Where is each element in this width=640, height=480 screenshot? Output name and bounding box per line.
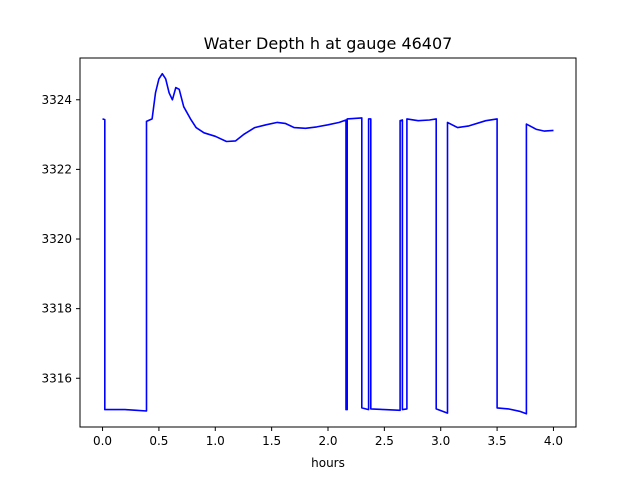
x-tick-label: 2.0 bbox=[318, 434, 337, 448]
y-tick-label: 3318 bbox=[41, 302, 72, 316]
x-axis-label: hours bbox=[311, 456, 345, 470]
y-tick-label: 3322 bbox=[41, 162, 72, 176]
x-tick-label: 3.5 bbox=[488, 434, 507, 448]
y-tick-label: 3324 bbox=[41, 93, 72, 107]
x-tick-label: 0.5 bbox=[149, 434, 168, 448]
x-tick-label: 1.0 bbox=[206, 434, 225, 448]
series-layer bbox=[102, 72, 554, 415]
x-tick-label: 2.5 bbox=[375, 434, 394, 448]
x-tick-label: 1.5 bbox=[262, 434, 281, 448]
chart-title: Water Depth h at gauge 46407 bbox=[204, 34, 453, 53]
series-line bbox=[102, 72, 554, 415]
x-tick-label: 3.0 bbox=[431, 434, 450, 448]
y-tick-label: 3320 bbox=[41, 232, 72, 246]
x-axis: 0.0 0.5 1.0 1.5 2.0 2.5 3.0 3.5 4.0 bbox=[93, 427, 563, 448]
x-tick-label: 0.0 bbox=[93, 434, 112, 448]
y-tick-label: 3316 bbox=[41, 371, 72, 385]
x-tick-label: 4.0 bbox=[544, 434, 563, 448]
plot-area-frame bbox=[79, 57, 577, 428]
y-axis: 3316 3318 3320 3322 3324 bbox=[41, 93, 80, 385]
